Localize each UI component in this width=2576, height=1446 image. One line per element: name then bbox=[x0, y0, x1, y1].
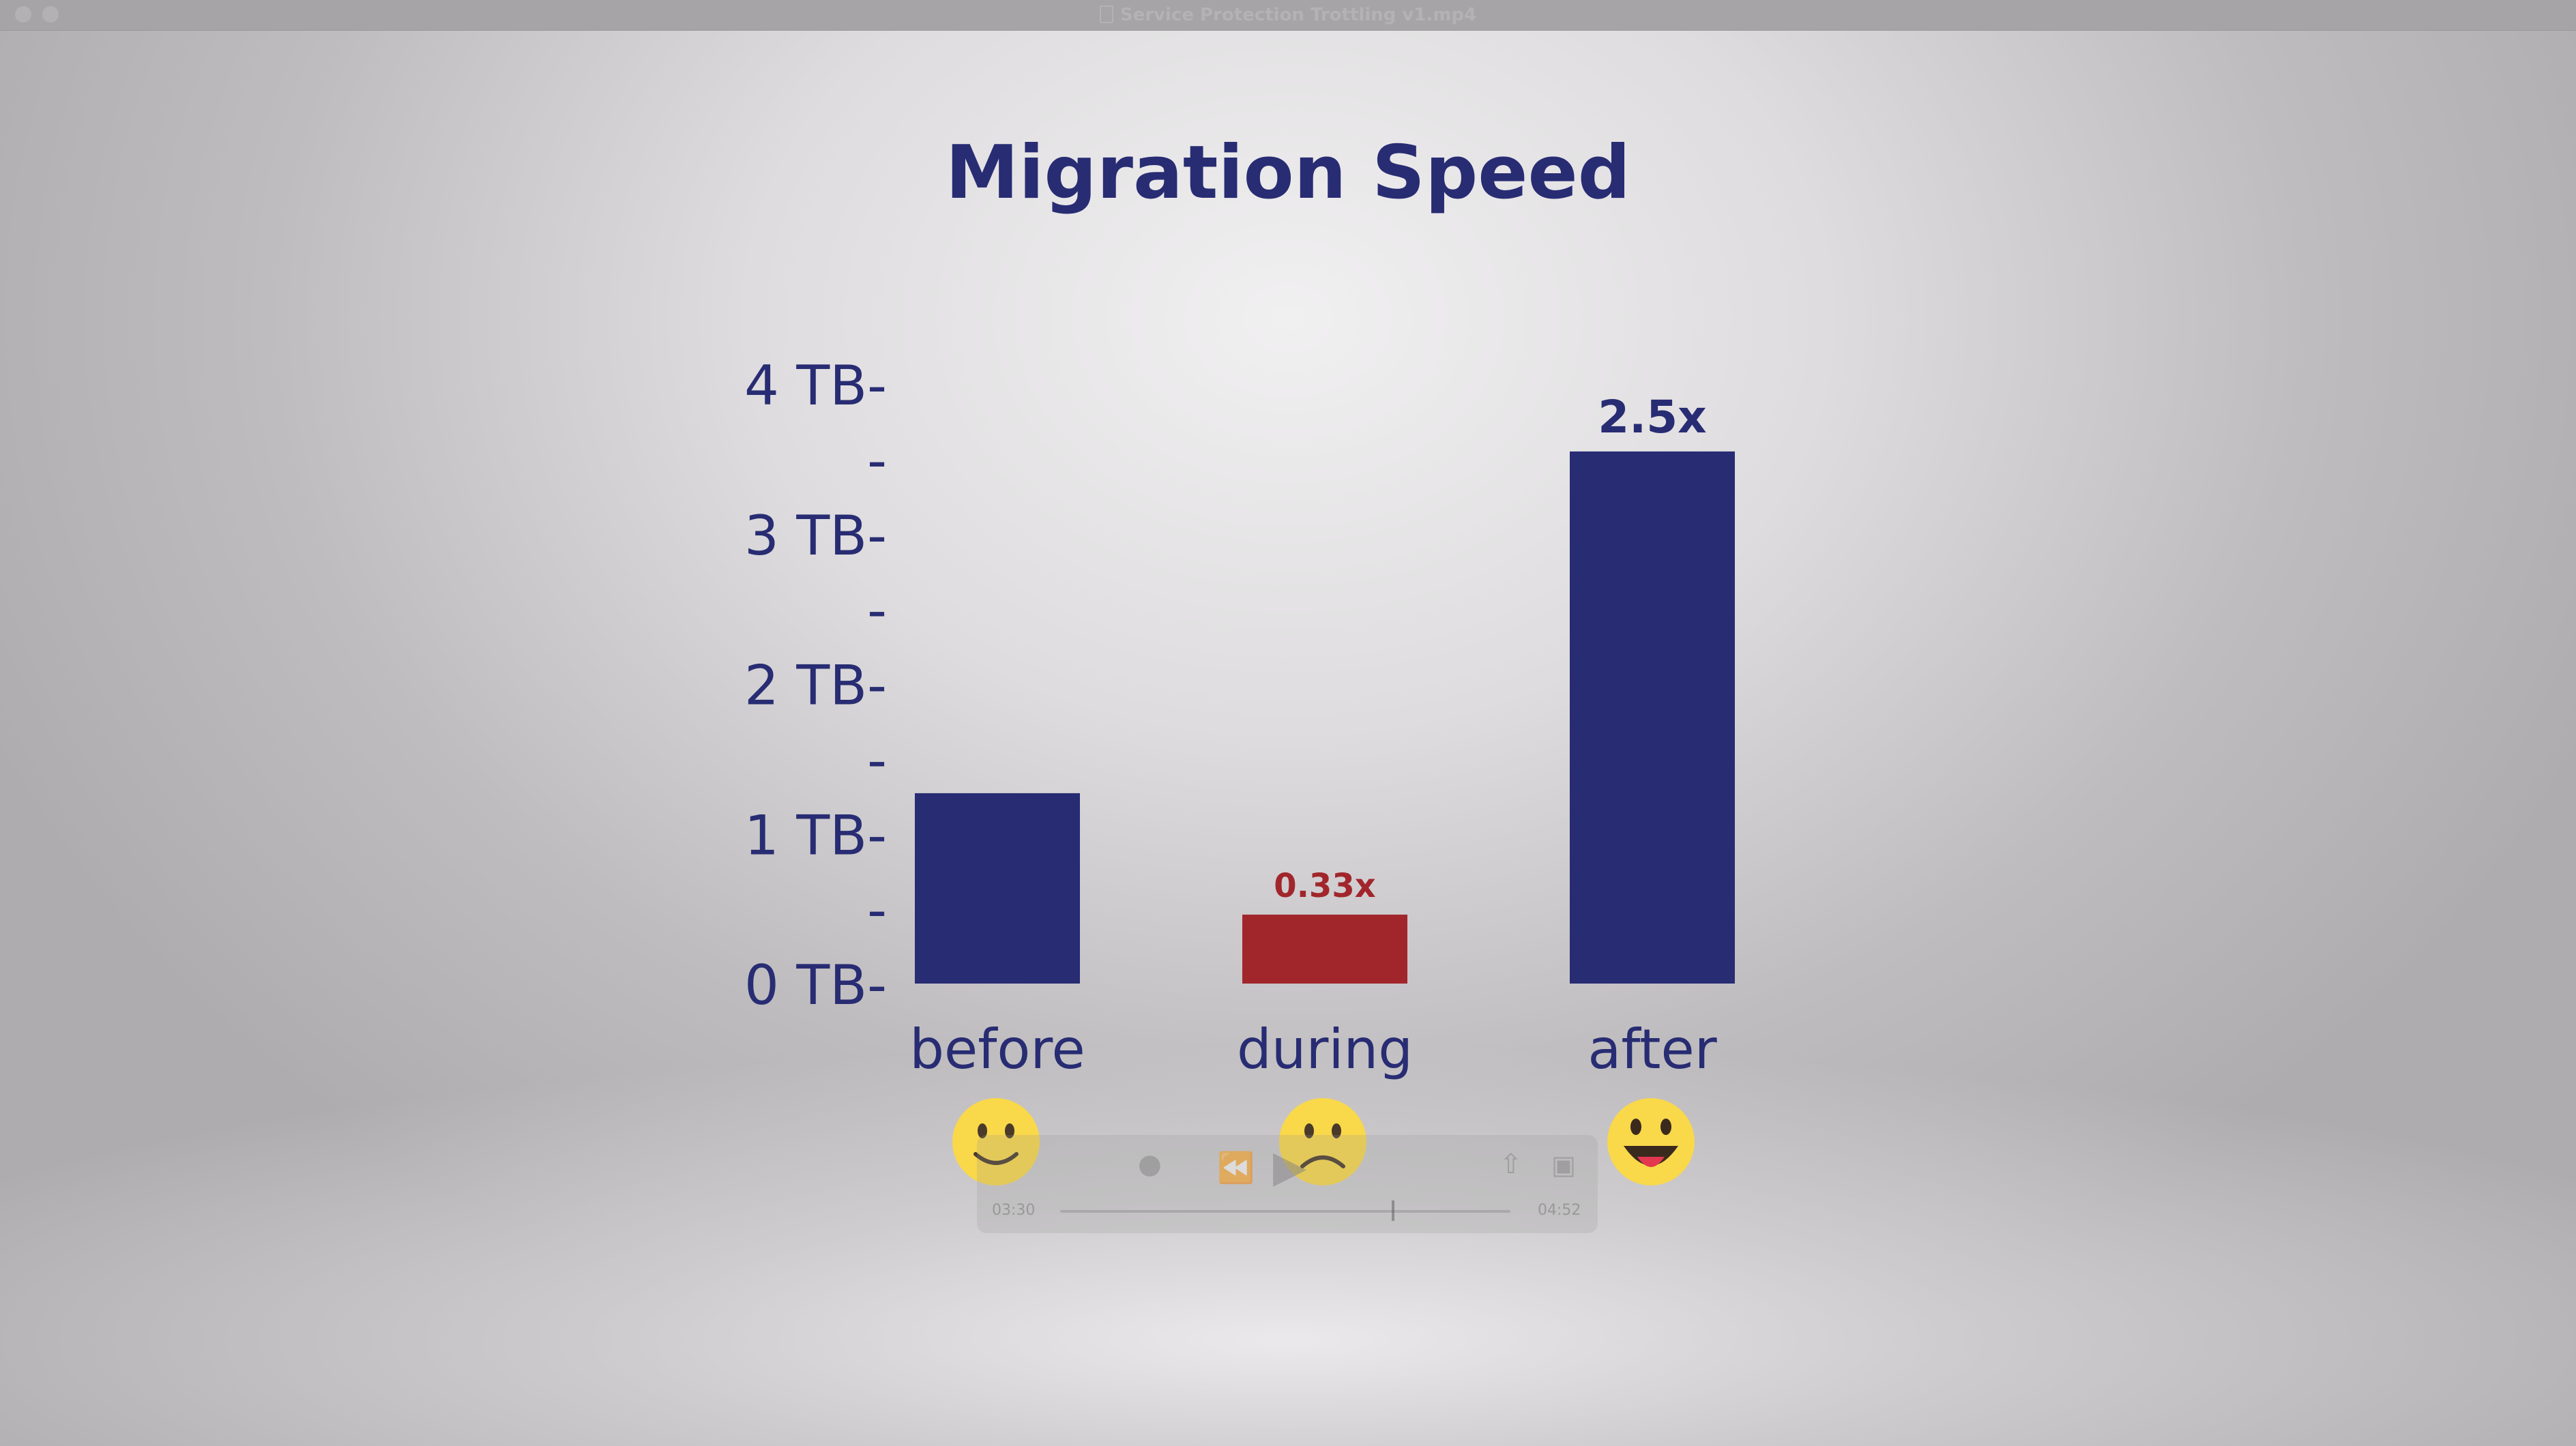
close-window-button[interactable] bbox=[15, 6, 31, 23]
video-player-controls[interactable]: ● ⏪ ▶ ⇧ ▣ 03:30 04:52 bbox=[977, 1135, 1598, 1233]
y-tick-label: 1 TB- bbox=[744, 803, 887, 867]
picture-in-picture-icon[interactable]: ▣ bbox=[1551, 1150, 1576, 1180]
progress-thumb[interactable] bbox=[1392, 1200, 1395, 1221]
elapsed-time: 03:30 bbox=[992, 1202, 1036, 1219]
data-label-after: 2.5x bbox=[1598, 391, 1707, 443]
chart-title: Migration Speed bbox=[946, 130, 1630, 216]
data-label-during: 0.33x bbox=[1274, 867, 1375, 905]
play-icon[interactable]: ▶ bbox=[1273, 1142, 1307, 1192]
frowning-face-icon bbox=[1279, 1098, 1366, 1185]
y-tick-label: - bbox=[867, 879, 887, 942]
y-tick-label: 3 TB- bbox=[744, 504, 887, 567]
document-icon bbox=[1099, 5, 1113, 23]
window-title: Service Protection Trottling v1.mp4 bbox=[0, 0, 2576, 30]
progress-track[interactable] bbox=[1060, 1210, 1510, 1213]
bar-group: before 0.33x during 2.5x after bbox=[909, 391, 1735, 1081]
volume-icon[interactable]: ● bbox=[1138, 1149, 1162, 1180]
category-label-during: during bbox=[1237, 1018, 1413, 1081]
rewind-icon[interactable]: ⏪ bbox=[1217, 1151, 1255, 1185]
y-tick-label: 2 TB- bbox=[744, 654, 887, 718]
y-tick-label: - bbox=[867, 579, 887, 643]
y-tick-label: 0 TB- bbox=[744, 954, 887, 1017]
minimize-window-button[interactable] bbox=[42, 6, 59, 23]
y-axis: 0 TB- - 1 TB- - 2 TB- - 3 TB- - 4 TB- bbox=[744, 354, 887, 1017]
y-tick-label: - bbox=[867, 728, 887, 792]
bar-during bbox=[1242, 914, 1407, 984]
window-titlebar: Service Protection Trottling v1.mp4 bbox=[0, 0, 2576, 31]
category-label-after: after bbox=[1587, 1018, 1716, 1081]
category-label-before: before bbox=[909, 1018, 1085, 1081]
grinning-face-with-tongue-icon bbox=[1607, 1098, 1695, 1185]
stage-floor bbox=[0, 1023, 2576, 1446]
bar-after bbox=[1570, 451, 1735, 984]
emoji-group bbox=[952, 1098, 1695, 1185]
bar-before bbox=[915, 793, 1080, 984]
slightly-smiling-face-icon bbox=[952, 1098, 1040, 1185]
y-tick-label: - bbox=[867, 429, 887, 492]
remaining-time: 04:52 bbox=[1538, 1202, 1581, 1219]
share-icon[interactable]: ⇧ bbox=[1499, 1149, 1523, 1180]
y-tick-label: 4 TB- bbox=[744, 354, 887, 417]
